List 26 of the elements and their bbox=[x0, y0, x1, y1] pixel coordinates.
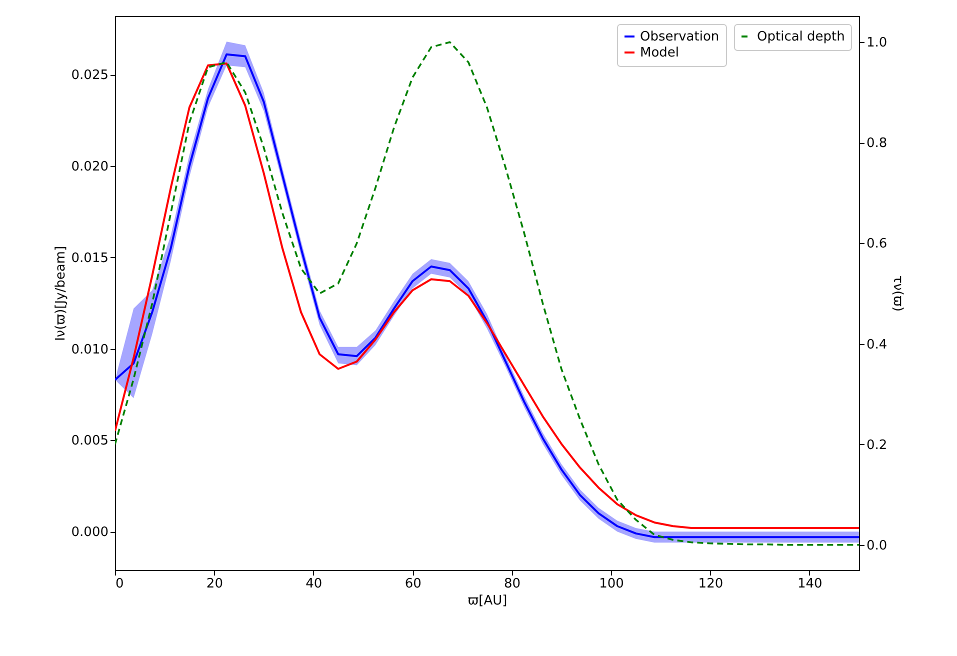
y-tick-label: 0.020 bbox=[71, 159, 108, 174]
y-tick-label: 0.010 bbox=[71, 342, 108, 358]
x-tick-label: 40 bbox=[306, 576, 322, 592]
x-tick-label: 60 bbox=[404, 576, 422, 592]
legend-label: Observation bbox=[640, 30, 720, 44]
x-tick-label: 140 bbox=[797, 576, 822, 592]
x-tick-label: 100 bbox=[599, 576, 624, 592]
y2-tick-label: 0.0 bbox=[866, 538, 888, 554]
x-tick-label: 20 bbox=[206, 576, 223, 592]
x-tick-label: 120 bbox=[698, 576, 724, 592]
y2-tick-label: 0.4 bbox=[866, 337, 888, 352]
y2-axis-title: τν(ϖ) bbox=[890, 275, 906, 312]
y-axis-title: Iν(ϖ)[Jy/beam] bbox=[53, 246, 68, 342]
x-axis-title: ϖ[AU] bbox=[468, 594, 508, 608]
y2-tick-label: 0.2 bbox=[866, 438, 888, 453]
y-tick-label: 0.025 bbox=[71, 68, 108, 84]
y2-tick-label: 1.0 bbox=[866, 36, 888, 51]
y2-tick-label: 0.8 bbox=[866, 136, 888, 152]
y2-tick-label: 0.6 bbox=[866, 236, 888, 252]
x-tick-label: 80 bbox=[504, 576, 521, 592]
legend-label: Model bbox=[640, 46, 680, 60]
y-tick-label: 0.015 bbox=[71, 250, 108, 266]
legend-label: Optical depth bbox=[757, 30, 845, 44]
x-tick-label: 0 bbox=[116, 576, 124, 592]
y-tick-label: 0.000 bbox=[71, 525, 108, 540]
y-tick-label: 0.005 bbox=[71, 434, 108, 449]
